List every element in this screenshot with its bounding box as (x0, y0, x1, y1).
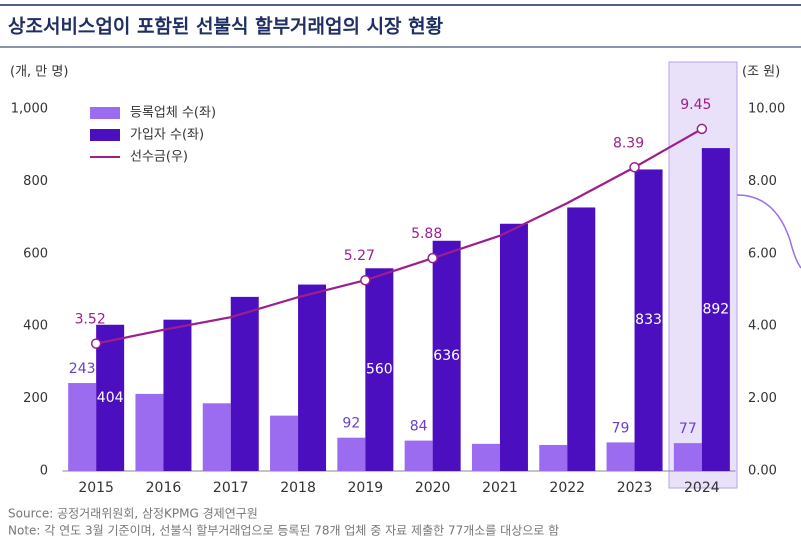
legend-swatch (90, 107, 120, 119)
bar (432, 240, 461, 471)
y-tick-label: 600 (23, 246, 48, 261)
line (95, 127, 703, 345)
x-tick-label: 2017 (213, 480, 249, 496)
line-value-label: 5.27 (344, 248, 375, 264)
bar (499, 223, 528, 471)
x-tick-label: 2020 (415, 480, 451, 496)
bar (365, 268, 394, 471)
bar-value-label: 560 (366, 362, 393, 378)
y-tick-label: 1,000 (11, 102, 48, 117)
bar-value-label: 404 (97, 390, 124, 406)
line-point (360, 274, 371, 286)
line-value-label: 9.45 (680, 97, 711, 113)
bar-value-label: 77 (679, 421, 697, 437)
bar (96, 324, 125, 471)
chart-title: 상조서비스업이 포함된 선불식 할부거래업의 시장 현황 (8, 15, 444, 38)
source: Source: 공정거래위원회, 삼정KPMG 경제연구원 (8, 507, 258, 521)
bar (606, 442, 635, 471)
bar-value-label: 892 (702, 302, 729, 318)
line-point (629, 162, 640, 173)
y2-tick-label: 0.00 (748, 464, 777, 479)
legend-swatch (90, 129, 120, 141)
bar-value-label: 79 (612, 420, 630, 436)
x-tick-label: 2015 (78, 480, 114, 496)
bar (471, 443, 500, 471)
line-value-label: 3.52 (75, 312, 106, 328)
line-value-label: 8.39 (613, 135, 644, 151)
bar (298, 284, 327, 471)
x-tick-label: 2022 (549, 480, 585, 496)
y2-tick-label: 10.00 (748, 102, 785, 117)
y2-tick-label: 6.00 (748, 246, 777, 261)
bar-value-label: 92 (342, 416, 360, 432)
bar (202, 403, 231, 471)
y-tick-label: 200 (23, 391, 48, 406)
legend-label: 등록업체 수(좌) (130, 106, 216, 121)
line-point (427, 252, 438, 264)
bar (230, 296, 259, 471)
bar (68, 383, 97, 471)
bar-value-label: 636 (433, 348, 460, 364)
x-tick-label: 2018 (280, 480, 316, 496)
note: Note: 각 연도 3월 기준이며, 선불식 할부거래업으로 등록된 78개 … (8, 524, 559, 538)
decoration (736, 194, 801, 269)
y2-tick-label: 4.00 (748, 319, 777, 334)
bar-value-label: 84 (410, 419, 428, 435)
bar (539, 444, 568, 471)
y-tick-label: 400 (23, 319, 48, 334)
x-tick-label: 2021 (482, 480, 518, 496)
line-point (90, 338, 102, 349)
bar (567, 207, 596, 472)
x-tick-label: 2016 (146, 480, 182, 496)
bar (404, 440, 433, 471)
bar (163, 319, 192, 471)
legend-label: 가입자 수(좌) (130, 128, 204, 143)
bar (135, 393, 164, 471)
line-point (696, 123, 708, 135)
legend-label: 선수금(우) (130, 150, 188, 165)
x-tick-label: 2024 (684, 480, 720, 496)
y2-tick-label: 8.00 (748, 174, 777, 189)
y-unit: (개, 만 명) (10, 65, 68, 80)
bar-value-label: 243 (69, 361, 96, 377)
bar (634, 169, 663, 472)
bar-value-label: 833 (635, 312, 662, 328)
bar (701, 148, 730, 471)
bar (337, 437, 366, 471)
y-tick-label: 0 (40, 464, 48, 479)
bar (270, 415, 299, 471)
x-tick-label: 2019 (348, 480, 384, 496)
y-tick-label: 800 (23, 174, 48, 189)
x-tick-label: 2023 (617, 480, 653, 496)
line-value-label: 5.88 (411, 226, 442, 242)
y2-tick-label: 2.00 (748, 391, 777, 406)
y2-unit: (조 원) (742, 65, 780, 80)
bar (673, 443, 702, 471)
